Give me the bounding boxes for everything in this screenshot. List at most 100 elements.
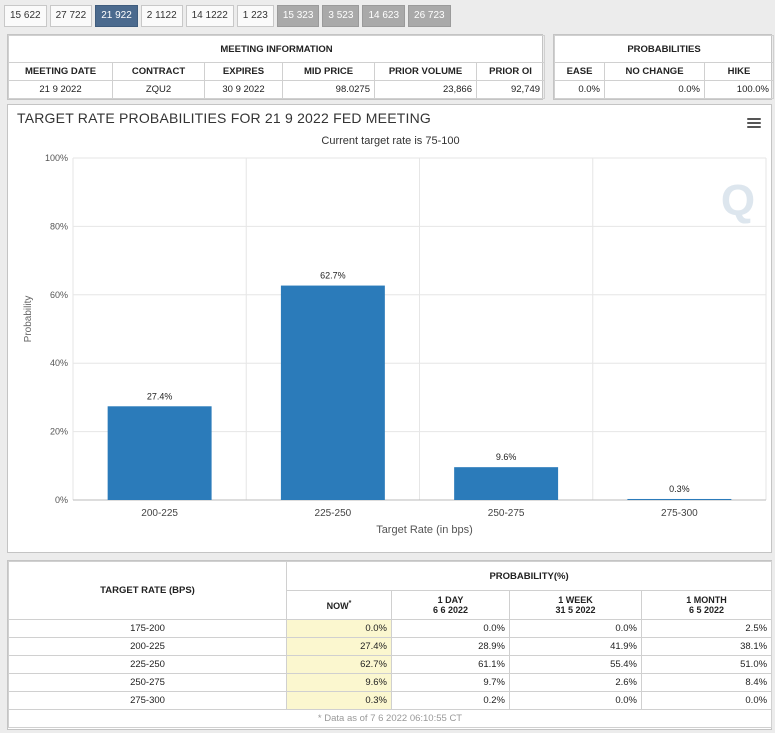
one-month-cell: 38.1%: [640, 637, 773, 656]
data-timestamp-footnote: * Data as of 7 6 2022 06:10:55 CT: [7, 709, 773, 728]
probability-history-panel: TARGET RATE (BPS) PROBABILITY(%) NOW* 1 …: [7, 560, 773, 730]
now-cell: 62.7%: [286, 655, 392, 674]
tab-meeting[interactable]: 3 523: [322, 5, 360, 27]
probability-bar-chart: Q 0% 20% 40% 60% 80% 100% 27.4% 200-225 62.7% 225-…: [23, 153, 767, 536]
mid-price-value: 98.0275: [282, 80, 375, 99]
data-label: 62.7%: [320, 271, 346, 281]
y-tick-label: 100%: [45, 153, 68, 163]
table-row: 275-300 0.3% 0.2% 0.0% 0.0%: [8, 691, 773, 710]
now-header-label: NOW: [326, 600, 349, 611]
one-week-cell: 0.0%: [509, 619, 642, 638]
target-rate-header: TARGET RATE (BPS): [8, 561, 287, 620]
y-tick-label: 60%: [50, 290, 68, 300]
rate-cell: 250-275: [8, 673, 287, 692]
one-month-cell: 51.0%: [640, 655, 773, 674]
y-tick-label: 20%: [50, 427, 68, 437]
expires-value: 30 9 2022: [204, 80, 283, 99]
table-row: 225-250 62.7% 61.1% 55.4% 51.0%: [8, 655, 773, 674]
column-header: EXPIRES: [204, 62, 283, 81]
data-label: 0.3%: [669, 484, 690, 494]
one-month-date: 6 5 2022: [689, 605, 725, 615]
one-day-cell: 28.9%: [391, 637, 510, 656]
no-change-value: 0.0%: [604, 80, 705, 99]
x-tick-label: 200-225: [141, 508, 178, 519]
rate-cell: 275-300: [8, 691, 287, 710]
now-header-asterisk: *: [348, 599, 352, 607]
x-axis-title: Target Rate (in bps): [376, 524, 473, 536]
column-header: NO CHANGE: [604, 62, 705, 81]
one-day-header: 1 DAY 6 6 2022: [391, 590, 510, 620]
watermark-logo: Q: [721, 176, 755, 225]
tab-meeting[interactable]: 26 723: [408, 5, 451, 27]
meeting-info-title: MEETING INFORMATION: [7, 35, 546, 63]
meeting-info-panel: MEETING INFORMATION MEETING DATE CONTRAC…: [7, 34, 546, 100]
meeting-date-value: 21 9 2022: [8, 80, 113, 99]
chart-title: TARGET RATE PROBABILITIES FOR 21 9 2022 …: [17, 110, 431, 126]
y-tick-label: 0%: [55, 495, 68, 505]
one-day-cell: 9.7%: [391, 673, 510, 692]
one-month-cell: 0.0%: [640, 691, 773, 710]
probability-header: PROBABILITY(%): [285, 561, 773, 591]
data-label: 9.6%: [496, 452, 517, 462]
probabilities-title: PROBABILITIES: [553, 35, 775, 63]
column-header: HIKE: [703, 62, 775, 81]
column-header: PRIOR VOLUME: [374, 62, 477, 81]
now-header: NOW*: [286, 590, 392, 620]
column-header: MEETING DATE: [8, 62, 113, 81]
table-row: 175-200 0.0% 0.0% 0.0% 2.5%: [8, 619, 773, 638]
now-cell: 27.4%: [286, 637, 392, 656]
x-tick-label: 225-250: [315, 508, 352, 519]
x-tick-label: 250-275: [488, 508, 525, 519]
bar: [627, 498, 732, 500]
bar: [280, 285, 385, 500]
tab-meeting[interactable]: 15 622: [4, 5, 47, 27]
one-week-label: 1 WEEK: [558, 595, 593, 605]
column-header: CONTRACT: [112, 62, 205, 81]
one-month-header: 1 MONTH 6 5 2022: [640, 590, 773, 620]
column-header: MID PRICE: [282, 62, 375, 81]
hike-value: 100.0%: [703, 80, 775, 99]
rate-cell: 225-250: [8, 655, 287, 674]
probabilities-table: PROBABILITIES EASE NO CHANGE HIKE 0.0% 0…: [553, 35, 775, 99]
one-day-cell: 0.0%: [391, 619, 510, 638]
table-row: 250-275 9.6% 9.7% 2.6% 8.4%: [8, 673, 773, 692]
tab-meeting[interactable]: 21 922: [95, 5, 138, 27]
tab-meeting[interactable]: 1 223: [236, 5, 274, 27]
one-day-cell: 61.1%: [391, 655, 510, 674]
now-cell: 0.0%: [286, 619, 392, 638]
table-row: 200-225 27.4% 28.9% 41.9% 38.1%: [8, 637, 773, 656]
one-week-cell: 0.0%: [509, 691, 642, 710]
one-week-cell: 55.4%: [509, 655, 642, 674]
meeting-info-table: MEETING INFORMATION MEETING DATE CONTRAC…: [7, 35, 546, 99]
one-month-cell: 8.4%: [640, 673, 773, 692]
tab-meeting[interactable]: 14 623: [362, 5, 406, 27]
tab-meeting[interactable]: 2 1122: [140, 5, 183, 27]
tab-meeting[interactable]: 15 323: [276, 5, 320, 27]
column-header: EASE: [554, 62, 605, 81]
ease-value: 0.0%: [554, 80, 605, 99]
x-tick-label: 275-300: [661, 508, 698, 519]
probability-history-table: TARGET RATE (BPS) PROBABILITY(%) NOW* 1 …: [7, 561, 773, 728]
now-cell: 0.3%: [286, 691, 392, 710]
chart-subtitle: Current target rate is 75-100: [321, 135, 460, 147]
one-week-header: 1 WEEK 31 5 2022: [509, 590, 642, 620]
bar: [107, 406, 212, 500]
y-axis-title: Probability: [23, 296, 34, 343]
chart-panel: TARGET RATE PROBABILITIES FOR 21 9 2022 …: [7, 104, 772, 553]
probabilities-panel: PROBABILITIES EASE NO CHANGE HIKE 0.0% 0…: [553, 34, 775, 100]
bar: [454, 467, 559, 500]
one-day-label: 1 DAY: [437, 595, 464, 605]
tab-meeting[interactable]: 27 722: [49, 5, 93, 27]
one-month-cell: 2.5%: [640, 619, 773, 638]
hamburger-menu-icon[interactable]: [747, 118, 761, 129]
y-tick-label: 80%: [50, 221, 68, 231]
one-week-cell: 41.9%: [509, 637, 642, 656]
tab-meeting[interactable]: 14 1222: [185, 5, 234, 27]
meeting-date-tabs: 15 622 27 722 21 922 2 1122 14 1222 1 22…: [4, 5, 451, 27]
rate-cell: 175-200: [8, 619, 287, 638]
one-week-date: 31 5 2022: [555, 605, 596, 615]
one-day-cell: 0.2%: [391, 691, 510, 710]
contract-value: ZQU2: [112, 80, 205, 99]
y-tick-label: 40%: [50, 358, 68, 368]
one-month-label: 1 MONTH: [686, 595, 727, 605]
